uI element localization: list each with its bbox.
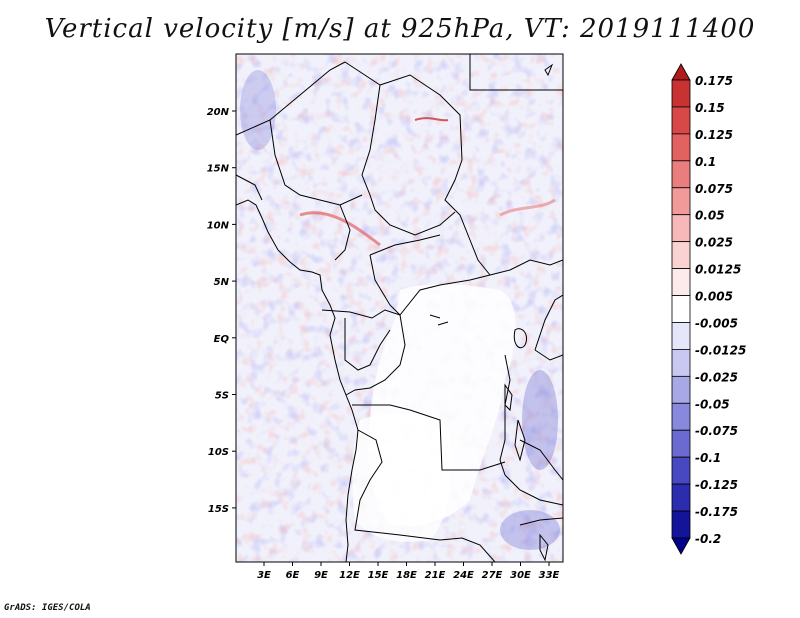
colorbar-swatch — [671, 510, 691, 539]
colorbar-swatch — [671, 160, 691, 189]
colorbar-label: 0.005 — [695, 290, 733, 304]
colorbar-label: 0.05 — [695, 209, 725, 223]
colorbar-label: 0.125 — [695, 128, 733, 142]
lon-tick-label: 24E — [453, 570, 474, 581]
colorbar-label: 0.1 — [695, 155, 716, 169]
map-frame — [235, 53, 564, 563]
lat-tick-label: 15S — [208, 504, 229, 515]
colorbar-swatch — [671, 322, 691, 350]
longitude-axis: 3E 6E 9E 12E 15E 18E 21E 24E 27E 30E 33E — [257, 562, 560, 581]
lon-tick-label: 15E — [368, 570, 389, 581]
lat-tick-label: 20N — [207, 107, 230, 118]
colorbar-label: -0.05 — [695, 397, 730, 411]
lon-tick-label: 18E — [396, 570, 417, 581]
colorbar-top-arrow — [671, 63, 691, 81]
colorbar-label: -0.075 — [695, 424, 738, 438]
colorbar-swatch — [671, 106, 691, 135]
colorbar-label: -0.2 — [695, 532, 721, 546]
colorbar-bottom-arrow — [671, 537, 691, 555]
colorbar-swatch — [671, 456, 691, 485]
colorbar: 0.175 0.15 0.125 0.1 0.075 0.05 0.025 0.0125 0.0… — [671, 63, 746, 555]
lon-tick-label: 12E — [339, 570, 360, 581]
lon-tick-label: 30E — [510, 570, 531, 581]
colorbar-label: -0.175 — [695, 505, 738, 519]
lon-tick-label: 3E — [257, 570, 271, 581]
colorbar-swatch — [671, 349, 691, 377]
colorbar-label: 0.15 — [695, 101, 725, 115]
lat-tick-label: 5N — [214, 277, 230, 288]
colorbar-label: 0.075 — [695, 182, 733, 196]
field-shading — [236, 54, 563, 562]
lat-tick-label: 10S — [208, 447, 229, 458]
colorbar-swatch — [671, 375, 691, 404]
plot-title: Vertical velocity [m/s] at 925hPa, VT: 2… — [44, 14, 756, 44]
colorbar-label: 0.0125 — [695, 263, 741, 277]
colorbar-label: 0.025 — [695, 236, 733, 250]
lon-tick-label: 27E — [482, 570, 503, 581]
colorbar-label: -0.1 — [695, 451, 721, 465]
lon-tick-label: 21E — [425, 570, 446, 581]
colorbar-label: -0.005 — [695, 316, 738, 330]
colorbar-swatch — [671, 133, 691, 162]
latitude-axis: 20N 15N 10N 5N EQ 5S 10S 15S — [207, 107, 236, 515]
colorbar-swatch — [671, 214, 691, 243]
colorbar-label: -0.0125 — [695, 343, 746, 357]
colorbar-swatch — [671, 429, 691, 458]
colorbar-swatch — [671, 402, 691, 431]
grads-credit: GrADS: IGES/COLA — [4, 603, 91, 613]
country-borders — [236, 54, 563, 562]
lat-tick-label: 10N — [207, 220, 230, 231]
lon-tick-label: 9E — [314, 570, 328, 581]
lat-tick-label: EQ — [214, 334, 230, 345]
colorbar-swatch — [671, 483, 691, 512]
lat-tick-label: 5S — [215, 391, 229, 402]
colorbar-swatch — [671, 268, 691, 296]
colorbar-swatch — [671, 241, 691, 269]
colorbar-label: -0.125 — [695, 478, 738, 492]
lat-tick-label: 15N — [207, 164, 230, 175]
colorbar-swatch — [671, 79, 691, 108]
colorbar-label: -0.025 — [695, 370, 738, 384]
colorbar-label: 0.175 — [695, 74, 733, 88]
colorbar-swatch — [671, 295, 691, 323]
lon-tick-label: 33E — [539, 570, 560, 581]
colorbar-swatch — [671, 187, 691, 216]
lon-tick-label: 6E — [286, 570, 300, 581]
